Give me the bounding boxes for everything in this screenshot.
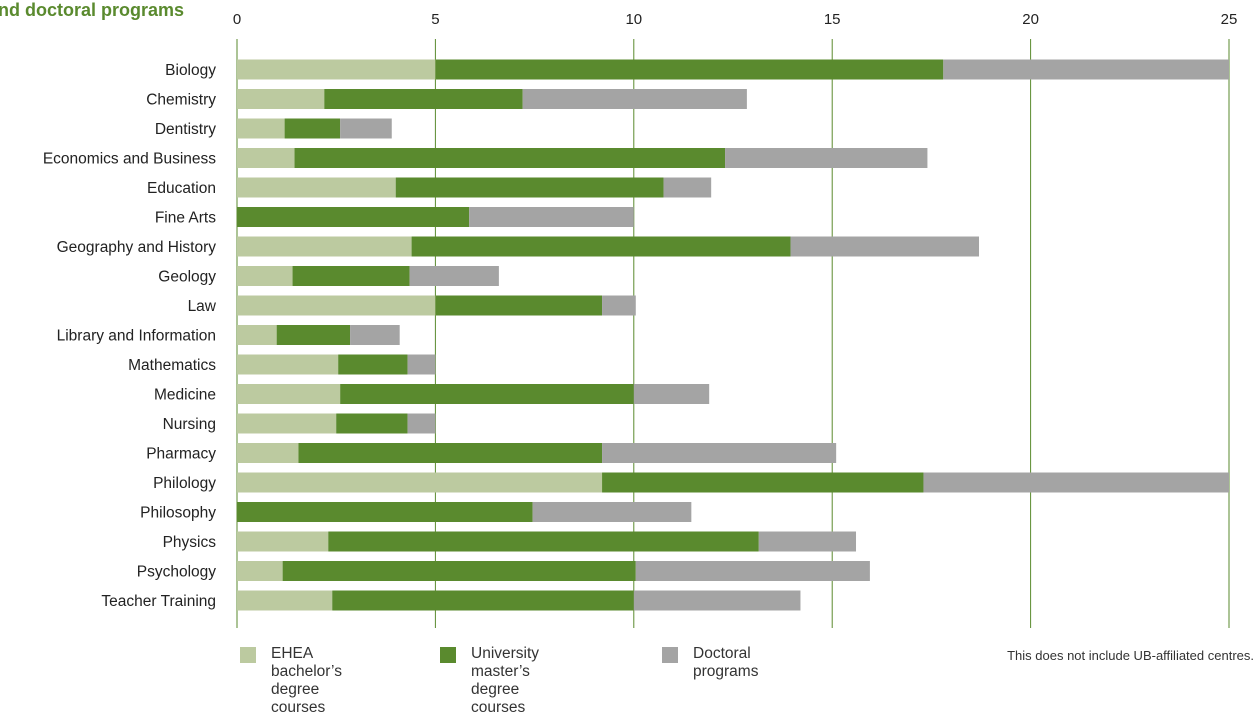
bar-geology-bachelor xyxy=(237,266,293,286)
legend-swatch-master xyxy=(440,647,456,663)
bar-geology-master xyxy=(292,266,410,286)
bar-fine-arts-master xyxy=(237,207,470,227)
bar-physics-doctoral xyxy=(758,531,857,552)
bar-psychology-doctoral xyxy=(635,561,870,581)
category-labels: Biology Chemistry Dentistry Economics and B… xyxy=(43,62,217,610)
bar-chemistry-doctoral xyxy=(522,89,747,109)
x-axis-ticks: 0 5 10 15 20 25 xyxy=(233,11,1238,28)
bar-chemistry-master xyxy=(324,89,523,109)
x-tick-label: 25 xyxy=(1221,11,1238,28)
footnote: This does not include UB-affiliated cent… xyxy=(1007,648,1254,663)
bar-education-bachelor xyxy=(237,177,396,198)
category-label-mathematics: Mathematics xyxy=(128,357,216,374)
bar-psychology-bachelor xyxy=(237,561,283,581)
bar-pharmacy-master xyxy=(298,443,603,463)
legend-label-doctoral: Doctoral programs xyxy=(693,645,759,680)
bar-nursing-master xyxy=(336,413,408,434)
bar-teacher-training-bachelor xyxy=(237,590,333,611)
legend-label-bachelor: EHEA bachelor’s degree courses xyxy=(271,645,342,716)
bar-philology-bachelor xyxy=(237,472,603,493)
bar-geology-doctoral xyxy=(409,266,499,286)
category-label-psychology: Psychology xyxy=(137,564,217,581)
bar-physics-bachelor xyxy=(237,531,329,552)
bar-medicine-doctoral xyxy=(633,384,710,404)
x-tick-label: 20 xyxy=(1022,11,1039,28)
bar-chart: nd doctoral programs 0 5 10 15 20 25 Biology C… xyxy=(0,0,1238,628)
bar-education-master xyxy=(395,177,664,198)
bar-biology-master xyxy=(435,59,944,80)
chart-title: nd doctoral programs xyxy=(0,0,184,20)
category-label-education: Education xyxy=(147,180,216,197)
bar-mathematics-master xyxy=(338,354,408,375)
bar-economics-and-business-master xyxy=(294,148,726,168)
bar-nursing-bachelor xyxy=(237,413,337,434)
bar-geography-and-history-bachelor xyxy=(237,236,412,257)
bar-library-and-information-bachelor xyxy=(237,325,277,345)
bar-medicine-master xyxy=(340,384,634,404)
bar-philology-doctoral xyxy=(923,472,1229,493)
category-label-medicine: Medicine xyxy=(154,387,216,404)
bar-law-master xyxy=(435,295,603,316)
category-label-economics-and-business: Economics and Business xyxy=(43,151,216,168)
bar-library-and-information-master xyxy=(276,325,351,345)
bar-library-and-information-doctoral xyxy=(350,325,400,345)
bar-pharmacy-bachelor xyxy=(237,443,299,463)
bar-philosophy-master xyxy=(237,502,533,522)
bar-economics-and-business-doctoral xyxy=(725,148,928,168)
bar-pharmacy-doctoral xyxy=(602,443,837,463)
bar-geography-and-history-doctoral xyxy=(790,236,980,257)
bar-biology-doctoral xyxy=(943,59,1229,80)
bar-chemistry-bachelor xyxy=(237,89,325,109)
bar-nursing-doctoral xyxy=(407,413,436,434)
bar-biology-bachelor xyxy=(237,59,436,80)
category-label-teacher-training: Teacher Training xyxy=(101,593,216,610)
legend-swatch-doctoral xyxy=(662,647,678,663)
bar-law-doctoral xyxy=(602,295,636,316)
category-label-fine-arts: Fine Arts xyxy=(155,210,216,227)
bar-economics-and-business-bachelor xyxy=(237,148,295,168)
bar-dentistry-doctoral xyxy=(340,118,392,139)
bar-psychology-master xyxy=(282,561,636,581)
category-label-law: Law xyxy=(188,298,217,315)
bar-mathematics-doctoral xyxy=(407,354,436,375)
bar-teacher-training-doctoral xyxy=(633,590,801,611)
x-tick-label: 15 xyxy=(824,11,841,28)
bar-philosophy-doctoral xyxy=(532,502,692,522)
gridlines xyxy=(236,39,1230,628)
legend-label-master: University master’s degree courses xyxy=(471,645,540,716)
category-label-chemistry: Chemistry xyxy=(146,92,216,109)
category-label-physics: Physics xyxy=(163,534,217,551)
category-label-geology: Geology xyxy=(158,269,216,286)
x-tick-label: 5 xyxy=(431,11,439,28)
bar-teacher-training-master xyxy=(332,590,634,611)
bar-education-doctoral xyxy=(663,177,712,198)
bar-dentistry-bachelor xyxy=(237,118,285,139)
category-label-philology: Philology xyxy=(153,475,216,492)
category-label-nursing: Nursing xyxy=(163,416,216,433)
bar-dentistry-master xyxy=(284,118,341,139)
x-tick-label: 10 xyxy=(625,11,642,28)
category-label-geography-and-history: Geography and History xyxy=(57,239,217,256)
category-label-biology: Biology xyxy=(165,62,216,79)
bar-philology-master xyxy=(602,472,924,493)
bar-fine-arts-doctoral xyxy=(469,207,634,227)
x-tick-label: 0 xyxy=(233,11,241,28)
legend-swatch-bachelor xyxy=(240,647,256,663)
bar-physics-master xyxy=(328,531,759,552)
category-label-pharmacy: Pharmacy xyxy=(146,446,216,463)
category-label-dentistry: Dentistry xyxy=(155,121,216,138)
bars xyxy=(237,59,1229,611)
category-label-philosophy: Philosophy xyxy=(140,505,216,522)
bar-geography-and-history-master xyxy=(411,236,791,257)
bar-medicine-bachelor xyxy=(237,384,341,404)
bar-mathematics-bachelor xyxy=(237,354,339,375)
category-label-library-and-information: Library and Information xyxy=(57,328,216,345)
bar-law-bachelor xyxy=(237,295,436,316)
